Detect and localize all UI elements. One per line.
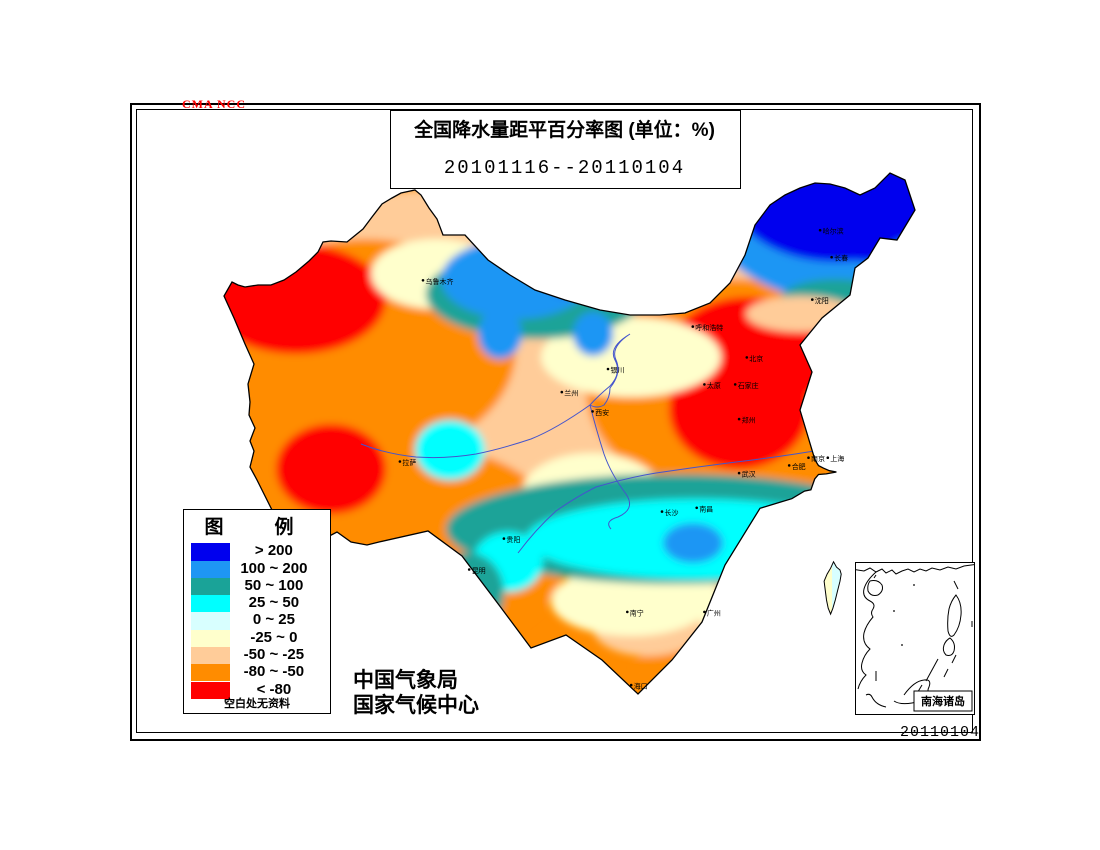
svg-text:长沙: 长沙 <box>665 508 679 517</box>
svg-text:合肥: 合肥 <box>792 462 806 471</box>
svg-text:郑州: 郑州 <box>742 417 756 425</box>
svg-text:银川: 银川 <box>611 366 625 375</box>
svg-text:南宁: 南宁 <box>630 608 644 617</box>
svg-text:广州: 广州 <box>707 608 721 617</box>
svg-text:长春: 长春 <box>834 254 848 263</box>
svg-text:沈阳: 沈阳 <box>815 296 829 305</box>
svg-text:南海诸岛: 南海诸岛 <box>921 694 965 708</box>
svg-text:呼和浩特: 呼和浩特 <box>695 323 723 332</box>
svg-text:上海: 上海 <box>830 454 844 463</box>
svg-text:北京: 北京 <box>749 354 763 363</box>
svg-text:石家庄: 石家庄 <box>738 381 759 390</box>
svg-text:贵阳: 贵阳 <box>506 535 520 544</box>
svg-text:兰州: 兰州 <box>564 389 578 398</box>
svg-text:西安: 西安 <box>595 408 609 417</box>
svg-text:武汉: 武汉 <box>742 470 756 479</box>
svg-text:哈尔滨: 哈尔滨 <box>823 227 844 236</box>
svg-text:太原: 太原 <box>707 381 721 390</box>
svg-text:南昌: 南昌 <box>699 504 713 513</box>
svg-text:乌鲁木齐: 乌鲁木齐 <box>426 277 454 286</box>
svg-text:拉萨: 拉萨 <box>402 458 416 467</box>
